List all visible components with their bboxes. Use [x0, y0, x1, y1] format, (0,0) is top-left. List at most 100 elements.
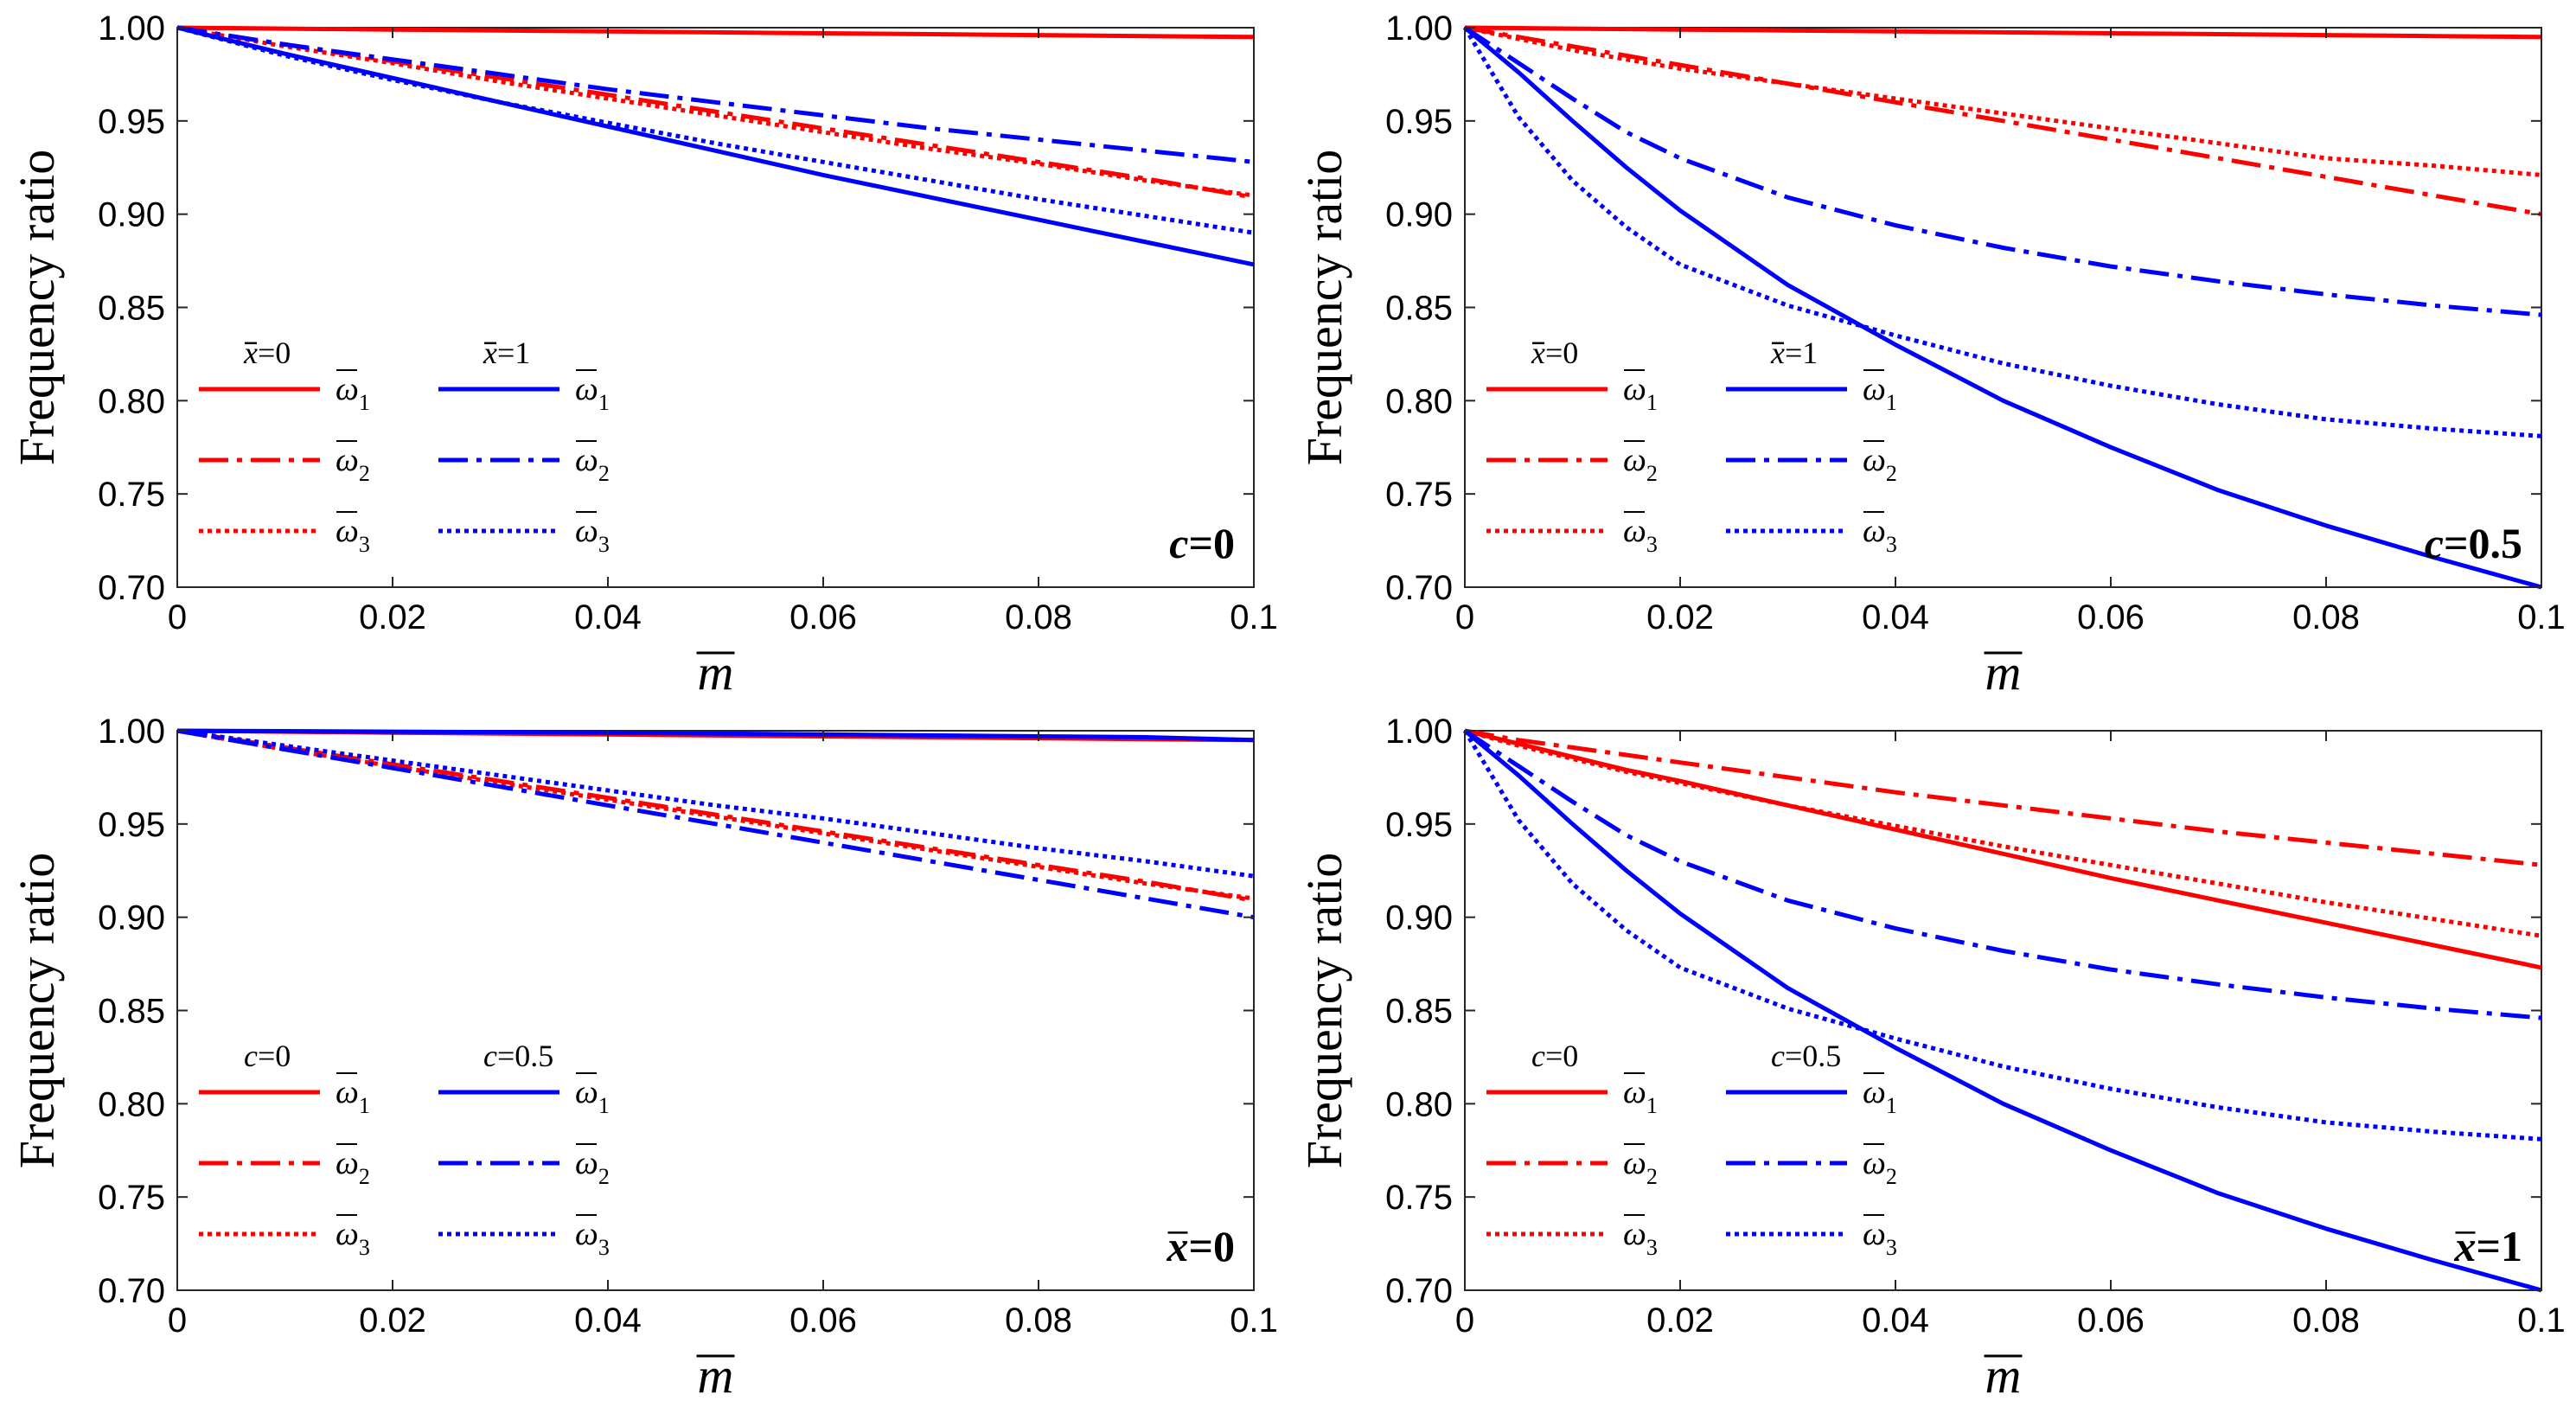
y-tick-label: 0.95	[98, 806, 165, 844]
y-tick-label: 0.95	[98, 103, 165, 141]
legend-subscript: 1	[1646, 390, 1658, 415]
series-line-3	[1463, 26, 2542, 590]
legend-omega: ω	[1623, 371, 1646, 407]
legend-omega: ω	[1623, 1216, 1646, 1252]
legend-entry-label: ω2	[1623, 1145, 1658, 1189]
legend-group-header-1: c=0.5	[1771, 1039, 1841, 1073]
panel-annotation: x=1	[2454, 1222, 2523, 1270]
legend-entry-label: ω3	[575, 513, 610, 557]
y-tick-label: 0.70	[98, 569, 165, 607]
y-tick-label: 0.70	[1385, 569, 1453, 607]
legend-omega: ω	[575, 1216, 598, 1252]
panel-annotation-symbol: c	[2425, 519, 2444, 567]
legend-subscript: 1	[1886, 390, 1897, 415]
legend-omega: ω	[1863, 442, 1886, 478]
legend-omega: ω	[1623, 442, 1646, 478]
legend-group-header-0-symbol: c	[1531, 1039, 1545, 1073]
x-tick-label: 0.08	[2292, 598, 2360, 636]
legend-entry-label: ω3	[1863, 1216, 1897, 1260]
y-tick-label: 0.70	[98, 1272, 165, 1310]
legend-subscript: 2	[1646, 1164, 1658, 1189]
legend-entry-label: ω3	[336, 513, 370, 557]
legend-entry-label: ω1	[575, 371, 610, 415]
legend-subscript: 3	[1886, 1235, 1897, 1260]
panel-annotation-value: =0.5	[2444, 519, 2522, 567]
x-tick-label: 0.1	[1230, 598, 1278, 636]
series-group	[1462, 728, 2542, 1293]
legend-group-header-1: x=1	[1770, 336, 1818, 370]
series-line-3	[1463, 729, 2542, 1293]
y-tick-label: 0.90	[98, 196, 165, 234]
series-line-3	[176, 728, 1255, 743]
series-line-0	[176, 25, 1255, 40]
legend-subscript: 3	[1886, 532, 1897, 557]
legend-entry-label: ω1	[1623, 371, 1658, 415]
legend-group-header-0-value: =0	[258, 336, 291, 370]
series-line-0	[1464, 728, 2542, 970]
panel-annotation-value: =0	[1189, 519, 1236, 567]
y-tick-label: 0.80	[98, 382, 165, 420]
y-tick-label: 0.80	[1385, 382, 1453, 420]
y-tick-label: 0.85	[98, 993, 165, 1031]
chart-panel-top-left: 0 0.02 0.04 0.06 0.08 0.1 0.70 0.75 0.80 0.85 0.90…	[9, 10, 1278, 700]
legend-omega: ω	[1863, 513, 1886, 549]
series-line-4	[1463, 25, 2542, 317]
y-tick-label: 0.95	[1385, 806, 1453, 844]
chart-panel-bottom-left: 0 0.02 0.04 0.06 0.08 0.1 0.70 0.75 0.80 0.85 0.90…	[9, 713, 1278, 1404]
series-line-2	[1464, 728, 2542, 938]
x-tick-label: 0.04	[1862, 598, 1929, 636]
x-tick-label: 0.06	[789, 1301, 857, 1340]
legend-omega: ω	[1863, 1216, 1886, 1252]
legend-entry-label: ω1	[1863, 371, 1897, 415]
legend-entry-label: ω3	[1863, 513, 1897, 557]
x-tick-label: 0.08	[2292, 1301, 2360, 1340]
panel-annotation: c=0.5	[2425, 519, 2522, 567]
legend-group-header-1-symbol: c	[483, 1039, 497, 1073]
series-line-4	[176, 25, 1255, 164]
y-tick-label: 1.00	[1385, 713, 1453, 751]
legend-omega: ω	[575, 1145, 598, 1181]
series-line-2	[176, 25, 1255, 198]
y-tick-label: 1.00	[98, 10, 165, 48]
legend-entry-label: ω1	[336, 371, 370, 415]
legend-subscript: 3	[359, 532, 370, 557]
legend-group-header-1-value: =0.5	[497, 1039, 553, 1073]
y-tick-label: 0.85	[1385, 993, 1453, 1031]
legend-omega: ω	[336, 371, 359, 407]
x-tick-label: 0	[168, 598, 187, 636]
chart-panel-bottom-right: 0 0.02 0.04 0.06 0.08 0.1 0.70 0.75 0.80 0.85 0.90…	[1296, 713, 2566, 1404]
legend-omega: ω	[575, 371, 598, 407]
legend-group-header-0-symbol: x	[1531, 336, 1545, 370]
legend-group-header-1-symbol: c	[1771, 1039, 1785, 1073]
panel-annotation: c=0	[1169, 519, 1235, 567]
legend-omega: ω	[1863, 1074, 1886, 1110]
y-axis-title: Frequency ratio	[1296, 853, 1352, 1169]
y-tick-label: 0.85	[98, 290, 165, 328]
legend-entry-label: ω2	[1863, 1145, 1897, 1189]
plot-area	[1464, 730, 2542, 1291]
series-line-5	[176, 25, 1255, 235]
legend-entry-label: ω1	[575, 1074, 610, 1118]
legend-entry-label: ω2	[1623, 442, 1658, 486]
legend-group-header-1-value: =1	[1785, 336, 1818, 370]
x-tick-label: 0.08	[1005, 1301, 1072, 1340]
y-tick-label: 0.90	[1385, 196, 1453, 234]
legend-group-header-1-value: =1	[497, 336, 530, 370]
legend-group-header-1: c=0.5	[483, 1039, 553, 1073]
legend-omega: ω	[336, 1074, 359, 1110]
y-tick-label: 0.85	[1385, 290, 1453, 328]
legend-entry-label: ω2	[575, 1145, 610, 1189]
legend-entry-label: ω2	[575, 442, 610, 486]
legend-subscript: 1	[598, 1093, 610, 1118]
y-tick-label: 0.75	[1385, 476, 1453, 514]
y-tick-label: 0.70	[1385, 1272, 1453, 1310]
legend-omega: ω	[336, 513, 359, 549]
x-tick-label: 0.08	[1005, 598, 1072, 636]
panel-annotation: x=0	[1167, 1222, 1236, 1270]
legend-omega: ω	[1623, 1145, 1646, 1181]
x-tick-label: 0.06	[2077, 598, 2145, 636]
legend-subscript: 2	[1886, 461, 1897, 486]
